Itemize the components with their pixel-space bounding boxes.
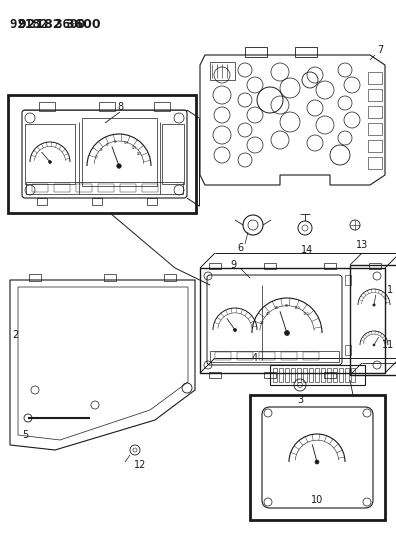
Bar <box>309 368 313 382</box>
Bar <box>200 268 385 373</box>
Bar <box>350 265 396 375</box>
Bar <box>104 274 116 281</box>
Bar <box>237 352 253 360</box>
Bar <box>209 263 221 269</box>
Bar <box>259 352 275 360</box>
Bar <box>351 368 355 382</box>
Circle shape <box>285 330 289 335</box>
Text: 13: 13 <box>356 240 368 250</box>
Bar <box>368 157 382 169</box>
Bar <box>303 368 307 382</box>
Text: 3: 3 <box>297 395 303 405</box>
Bar <box>76 184 92 192</box>
Bar <box>315 368 319 382</box>
Text: 11: 11 <box>382 340 394 350</box>
Text: 60: 60 <box>106 143 109 147</box>
Bar <box>245 47 267 57</box>
Text: 6: 6 <box>237 243 243 253</box>
Bar <box>295 47 317 57</box>
Text: 80: 80 <box>285 304 289 308</box>
Text: 92182 3600: 92182 3600 <box>18 18 101 31</box>
Bar <box>37 198 47 205</box>
Text: 100: 100 <box>124 141 129 145</box>
Text: 120: 120 <box>303 312 309 316</box>
Text: 2: 2 <box>12 330 18 340</box>
Bar <box>210 351 339 362</box>
Bar <box>285 368 289 382</box>
Bar <box>26 182 183 194</box>
Bar <box>327 368 331 382</box>
Bar <box>99 102 115 111</box>
Bar <box>54 184 70 192</box>
Bar <box>369 263 381 269</box>
Bar <box>345 275 351 285</box>
Bar <box>368 123 382 135</box>
Text: 5: 5 <box>22 430 28 440</box>
Text: 80: 80 <box>114 140 117 144</box>
Bar <box>209 372 221 378</box>
Circle shape <box>373 344 375 346</box>
Circle shape <box>234 328 236 332</box>
Bar <box>29 274 41 281</box>
Bar <box>368 89 382 101</box>
Circle shape <box>49 160 51 164</box>
Text: 14: 14 <box>301 245 313 255</box>
Bar <box>32 184 48 192</box>
Bar <box>324 263 336 269</box>
Bar <box>98 184 114 192</box>
Text: 140: 140 <box>137 152 142 156</box>
Circle shape <box>117 164 121 168</box>
Text: 7: 7 <box>377 45 383 55</box>
Bar <box>162 124 184 184</box>
Bar <box>92 198 102 205</box>
Bar <box>273 368 277 382</box>
Bar <box>321 368 325 382</box>
Text: 20: 20 <box>260 321 264 325</box>
Bar <box>210 62 235 80</box>
Circle shape <box>315 460 319 464</box>
Bar <box>345 368 349 382</box>
Text: 92182 3600: 92182 3600 <box>10 18 85 31</box>
Bar <box>154 102 170 111</box>
Bar <box>281 352 297 360</box>
Circle shape <box>373 304 375 306</box>
Bar <box>82 118 157 186</box>
Bar <box>39 102 55 111</box>
Text: 9: 9 <box>230 260 236 270</box>
Text: 8: 8 <box>117 102 123 112</box>
Text: 40: 40 <box>266 312 270 316</box>
Text: 1: 1 <box>387 285 393 295</box>
Bar <box>368 106 382 118</box>
Text: 20: 20 <box>95 155 99 159</box>
Bar <box>264 263 276 269</box>
Bar <box>303 352 319 360</box>
Bar <box>8 95 196 213</box>
Bar <box>368 72 382 84</box>
Bar <box>291 368 295 382</box>
Bar <box>25 124 75 184</box>
Bar <box>297 368 301 382</box>
Text: 4: 4 <box>252 353 258 363</box>
Text: 60: 60 <box>275 306 279 310</box>
Bar <box>147 198 157 205</box>
Text: 100: 100 <box>294 306 301 310</box>
Bar <box>324 372 336 378</box>
Text: 12: 12 <box>134 460 146 470</box>
Bar <box>339 368 343 382</box>
Bar <box>264 372 276 378</box>
Bar <box>120 184 136 192</box>
Bar <box>279 368 283 382</box>
Bar <box>368 140 382 152</box>
Bar <box>333 368 337 382</box>
Text: 10: 10 <box>311 495 323 505</box>
Bar <box>142 184 158 192</box>
Text: 120: 120 <box>132 146 137 150</box>
Bar <box>164 274 176 281</box>
Bar <box>250 395 385 520</box>
Bar <box>270 365 365 385</box>
Bar <box>345 345 351 355</box>
Bar <box>215 352 231 360</box>
Text: 40: 40 <box>99 148 103 152</box>
